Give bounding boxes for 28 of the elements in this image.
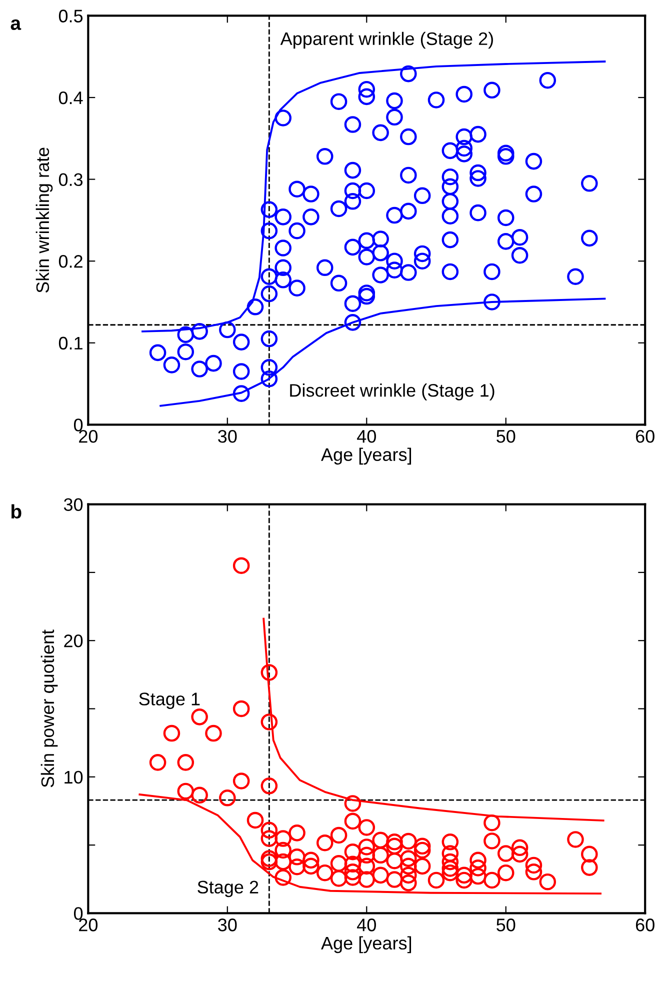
y-axis-title: Skin wrinkling rate <box>36 148 53 293</box>
chart-title: b <box>11 504 22 519</box>
annotation: Apparent wrinkle (Stage 2) <box>280 32 493 49</box>
y-tick-label: 0.1 <box>58 336 82 350</box>
annotation: Discreet wrinkle (Stage 1) <box>290 384 494 400</box>
y-tick-label: 0.3 <box>58 173 83 186</box>
x-tick-label: 50 <box>496 430 516 443</box>
x-tick-label: 40 <box>357 918 376 932</box>
annotation: Stage 1 <box>139 692 200 709</box>
x-tick-label: 60 <box>636 430 654 443</box>
y-tick-label: 0 <box>74 418 83 432</box>
y-tick-label: 0.5 <box>58 10 83 22</box>
y-tick-label: 0 <box>74 907 83 920</box>
x-tick-label: 60 <box>636 918 654 932</box>
annotation: Stage 2 <box>198 880 258 898</box>
y-tick-label: 0.4 <box>58 91 83 104</box>
x-axis-title: Age [years] <box>321 936 412 954</box>
x-tick-label: 40 <box>357 430 376 443</box>
y-tick-label: 10 <box>64 770 83 784</box>
y-tick-label: 20 <box>64 634 83 648</box>
x-tick-label: 30 <box>218 918 237 932</box>
y-tick-label: 0.2 <box>58 255 82 268</box>
x-axis-title: Age [years] <box>321 448 412 465</box>
y-tick-label: 30 <box>64 498 83 511</box>
x-tick-label: 30 <box>218 430 237 443</box>
chart-title: a <box>10 19 22 30</box>
y-axis-title: Skin power quotient <box>40 630 58 788</box>
x-tick-label: 50 <box>496 918 516 932</box>
